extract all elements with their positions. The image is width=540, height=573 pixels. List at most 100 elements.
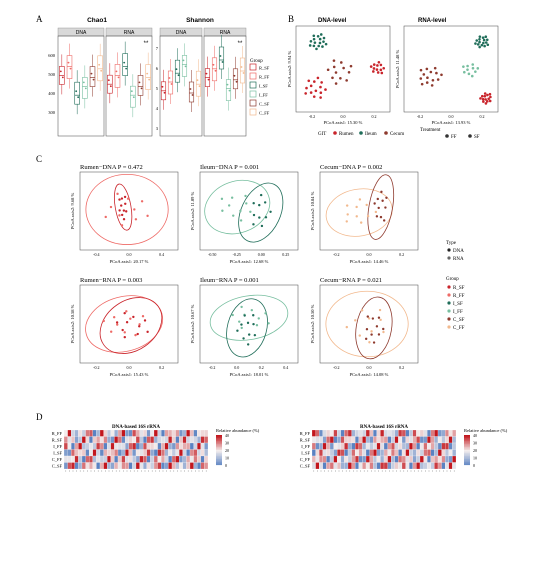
heatmap-cell: [153, 442, 158, 450]
heatmap-cell: [380, 429, 385, 437]
heatmap-cell: [326, 449, 331, 457]
scatter-point: [425, 67, 429, 71]
pcoa-xtick: -0.50: [208, 252, 216, 257]
heatmap-cell: [322, 449, 327, 457]
box: [225, 79, 232, 101]
scatter-point: [324, 42, 328, 46]
heatmap-cell: [427, 455, 431, 463]
heatmap-cell: [168, 429, 173, 437]
pcoa-point: [246, 343, 250, 346]
heatmap-cell: [143, 462, 147, 470]
box: [97, 55, 103, 82]
heatmap-legend-bar: [464, 456, 470, 458]
scatter-point: [425, 81, 429, 84]
shan-ytick-5: 5: [156, 86, 159, 91]
confidence-ellipse: [85, 173, 169, 245]
pcoa-point: [121, 328, 124, 332]
heatmap-cell: [99, 436, 104, 444]
point: [163, 91, 166, 94]
heatmap-cell: [135, 429, 140, 437]
heatmap-cell: [74, 462, 79, 470]
shan-ytick-4: 4: [156, 106, 159, 111]
legend-label-r_ff: R_FF: [259, 75, 270, 80]
heatmap-cell: [362, 436, 367, 444]
pcoa-point: [260, 224, 264, 228]
confidence-ellipse: [325, 290, 409, 358]
point: [242, 72, 245, 74]
heatmap-cell: [387, 455, 392, 463]
heatmap-row-label: I_FF: [301, 444, 310, 449]
heatmap-cell: [157, 436, 162, 444]
heatmap-cell: [74, 455, 79, 463]
scatter-point: [345, 79, 348, 82]
heatmap-cell: [365, 449, 370, 457]
heatmap-cell: [391, 429, 395, 437]
confidence-ellipse: [238, 182, 284, 243]
heatmap-cell: [423, 436, 428, 444]
heatmap-legend-bar: [216, 445, 222, 448]
scatter-point: [482, 41, 485, 45]
heatmap-cell: [437, 462, 442, 470]
pcoa-point: [227, 204, 231, 207]
heatmap-cell: [391, 462, 395, 470]
point: [123, 61, 126, 64]
heatmap-cell: [92, 455, 97, 463]
heatmap-cell: [383, 436, 388, 444]
heatmap-cell: [315, 462, 320, 470]
heatmap-cell: [117, 455, 122, 463]
heatmap-cell: [369, 455, 374, 463]
heatmap-cell: [135, 449, 140, 457]
pcoa-xtick: 0.2: [399, 365, 404, 370]
heatmap-cell: [373, 429, 377, 437]
heatmap-cell: [114, 429, 119, 437]
point: [175, 68, 178, 71]
heatmap-cell: [92, 449, 97, 457]
heatmap-cell: [383, 429, 388, 437]
heatmap-cell: [322, 429, 327, 437]
legend-label-i_ff: I_FF: [453, 310, 463, 315]
pcoa-point: [366, 214, 370, 218]
heatmap-cell: [107, 429, 111, 437]
heatmap-cell: [427, 436, 431, 444]
heatmap-cell: [157, 442, 162, 450]
pcoa-point: [257, 317, 260, 320]
heatmap-legend-bar: [216, 438, 222, 440]
panel-c-legend: Type DNA RNA Group R_SF R_FF I_SF I_FF C_SF C…: [446, 241, 465, 331]
heatmap-cell: [344, 462, 349, 470]
pcoa-point: [252, 223, 255, 226]
legend-swatch: [447, 301, 451, 305]
heatmap-cell: [387, 449, 392, 457]
heatmap-cell: [430, 429, 435, 437]
heatmap-legend-bar: [464, 451, 470, 454]
heatmap-cell: [139, 436, 144, 444]
pcoa-point: [243, 314, 246, 317]
heatmap-cell: [175, 449, 180, 457]
heatmap-cell: [71, 436, 75, 444]
legend-swatch: [249, 72, 257, 80]
scatter-point: [478, 45, 481, 49]
heatmap-cell: [326, 442, 331, 450]
heatmap-cell: [197, 442, 201, 450]
point: [182, 59, 185, 62]
heatmap-cell: [401, 449, 406, 457]
panel-c-legend-dna: DNA: [453, 249, 464, 254]
heatmap-cell: [311, 449, 316, 457]
heatmap-cell: [394, 442, 399, 450]
heatmap-cell: [128, 455, 133, 463]
pcoa-point: [238, 320, 241, 323]
heatmap-legend-bar: [464, 454, 470, 457]
point: [117, 76, 120, 79]
heatmap-cell: [315, 429, 320, 437]
heatmap-cell: [78, 436, 83, 444]
legend-label-c_sf: C_SF: [453, 318, 465, 323]
heatmap-cell: [311, 455, 316, 463]
heatmap-cell: [340, 436, 345, 444]
heatmap-cell: [365, 462, 370, 470]
panel-b-rna-xtick-3: 0.2: [480, 114, 485, 119]
panel-b-legend-sf: SF: [474, 135, 480, 140]
panel-b-rna-xtick-1: -0.2: [417, 114, 423, 119]
pcoa-point: [354, 319, 357, 322]
heatmap-cell: [347, 429, 352, 437]
pcoa-point: [120, 197, 124, 200]
pcoa-point: [379, 318, 382, 322]
